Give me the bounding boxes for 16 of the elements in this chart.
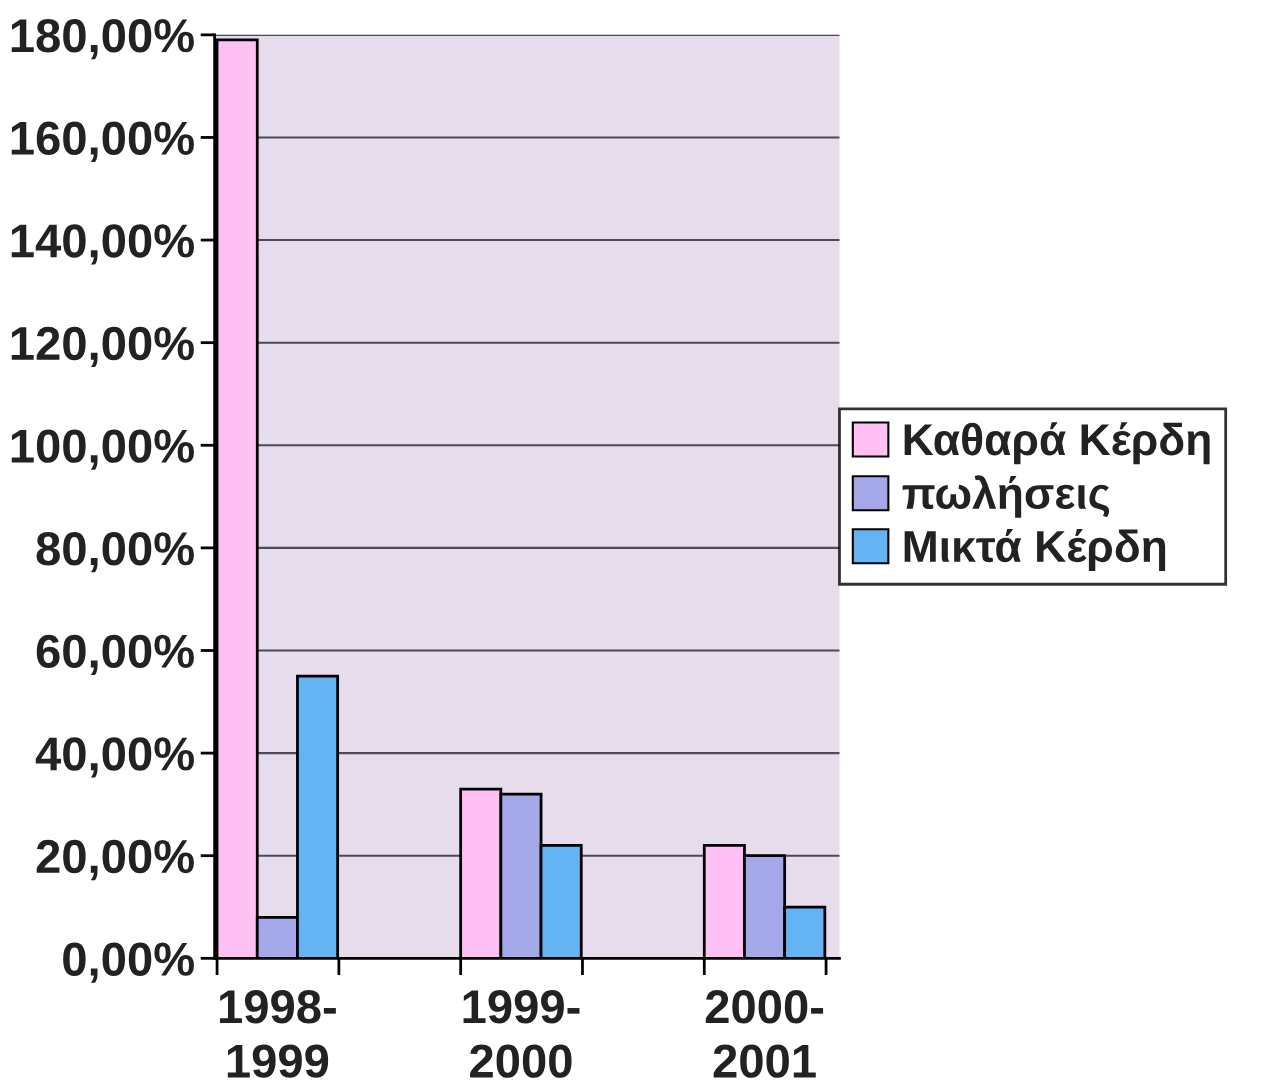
y-tick-label: 160,00%: [11, 121, 194, 162]
y-tick-label: 0,00%: [63, 942, 194, 983]
y-tick-label: 80,00%: [36, 532, 194, 573]
y-tick-label: 140,00%: [11, 224, 194, 265]
y-tick-label: 20,00%: [36, 839, 194, 881]
legend-label: Καθαρά Κέρδη: [904, 422, 1210, 465]
x-tick-label: 1998- 1999: [219, 990, 336, 1078]
legend-label: πωλήσεις: [902, 475, 1110, 518]
y-tick-label: 40,00%: [35, 737, 194, 778]
x-tick-label: 1999- 2000: [463, 990, 580, 1078]
y-tick-label: 180,00%: [11, 18, 194, 60]
legend-label: Μικτά Κέρδη: [904, 528, 1166, 571]
x-tick-label: 2000- 2001: [705, 990, 824, 1078]
y-tick-label: 100,00%: [11, 429, 194, 470]
y-tick-label: 60,00%: [36, 634, 194, 675]
y-tick-label: 120,00%: [11, 326, 194, 368]
